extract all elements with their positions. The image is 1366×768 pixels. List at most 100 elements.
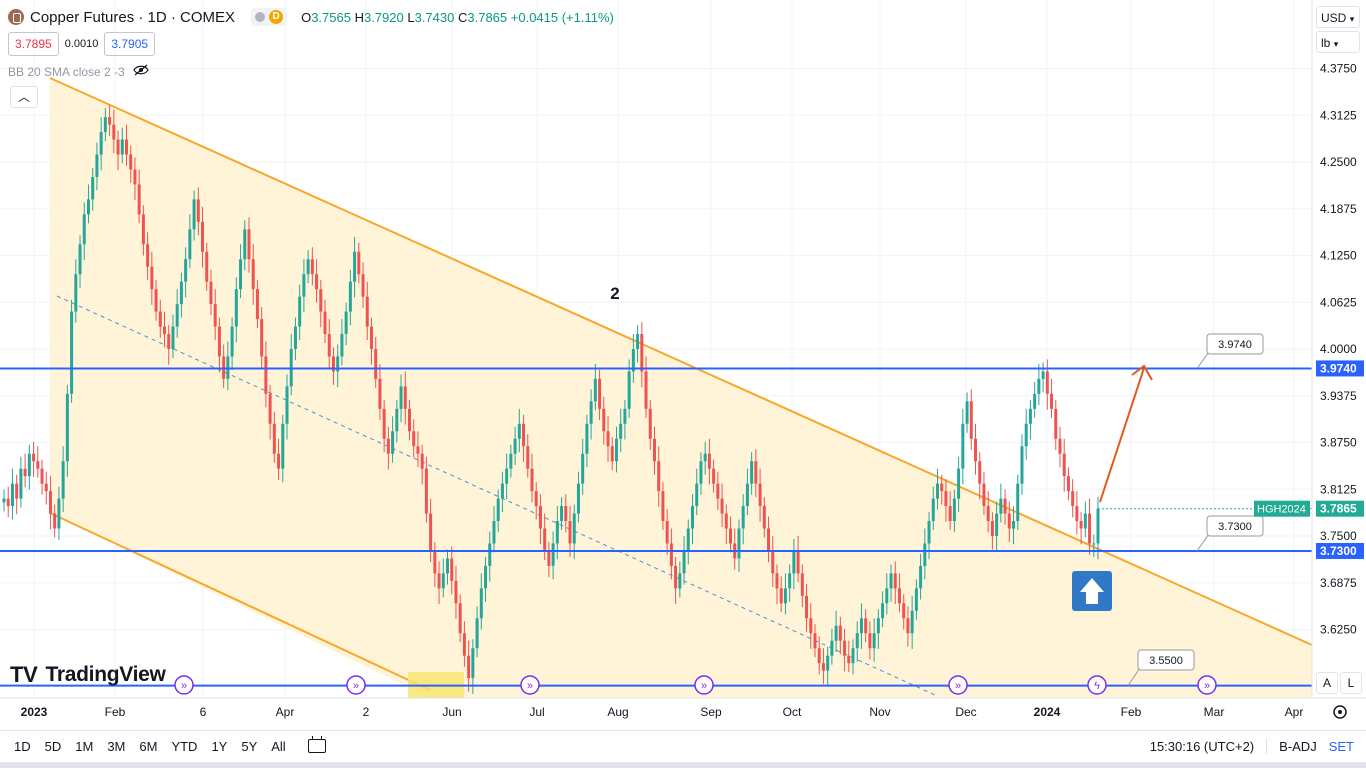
settlement-toggle[interactable]: SET <box>1328 738 1354 754</box>
eye-hidden-icon[interactable] <box>133 64 149 79</box>
candle-body <box>771 550 775 574</box>
price-change: +0.0415 (+1.11%) <box>510 9 614 25</box>
level-callout[interactable] <box>1206 333 1264 355</box>
gear-icon[interactable] <box>1333 705 1347 719</box>
candle-body <box>484 565 488 589</box>
time-axis-tick: Apr <box>1285 705 1304 719</box>
candle-body <box>1045 371 1049 394</box>
sell-price-button[interactable]: 3.7895 <box>8 32 59 56</box>
unit-select[interactable]: lb ▾ <box>1316 31 1360 53</box>
bid-ask-row: 3.7895 0.0010 3.7905 <box>8 32 156 56</box>
candle-body <box>1079 521 1083 529</box>
status-badges[interactable]: D <box>251 8 288 26</box>
event-marker-glyph: » <box>955 680 961 692</box>
candle-body <box>745 483 749 507</box>
level-callout[interactable] <box>1137 649 1195 671</box>
candle-body <box>32 453 36 462</box>
candle-body <box>48 491 52 514</box>
candle-body <box>1062 453 1066 477</box>
range-1d-button[interactable]: 1D <box>14 738 31 754</box>
candle-body <box>995 513 999 536</box>
currency-select[interactable]: USD ▾ <box>1316 6 1360 28</box>
candle-body <box>564 506 568 522</box>
candle-body <box>729 528 733 544</box>
symbol-title[interactable]: Copper Futures · 1D · COMEX <box>30 8 236 26</box>
candle-body <box>471 648 475 679</box>
range-6m-button[interactable]: 6M <box>139 738 158 754</box>
range-5y-button[interactable]: 5Y <box>241 738 258 754</box>
up-arrow-icon <box>1080 578 1104 604</box>
price-axis-tick: 4.1875 <box>1320 202 1357 216</box>
event-marker-icon[interactable] <box>346 675 366 695</box>
candle-body <box>2 498 6 503</box>
candle-body <box>15 483 19 499</box>
range-1m-button[interactable]: 1M <box>75 738 94 754</box>
candle-body <box>623 408 627 424</box>
level-callout[interactable] <box>1206 515 1264 537</box>
candle-body <box>133 169 137 185</box>
time-axis-tick: Jun <box>442 705 461 719</box>
candle-body <box>669 543 673 566</box>
event-marker-icon[interactable] <box>174 675 194 695</box>
event-marker-icon[interactable] <box>948 675 968 695</box>
candle-body <box>737 528 741 559</box>
candle-body <box>129 154 133 170</box>
buy-price-button[interactable]: 3.7905 <box>104 32 156 56</box>
candle-body <box>927 521 931 544</box>
collapse-legend-button[interactable]: ︿ <box>10 86 38 108</box>
candle-body <box>1033 393 1037 409</box>
event-marker-icon[interactable] <box>694 675 714 695</box>
log-scale-button[interactable]: L <box>1340 672 1362 694</box>
time-axis-tick: Sep <box>700 705 722 719</box>
candle-body <box>990 521 994 536</box>
price-axis-tick: 4.0625 <box>1320 295 1357 309</box>
candle-body <box>247 229 251 260</box>
range-5d-button[interactable]: 5D <box>44 738 62 754</box>
candle-body <box>277 453 281 469</box>
candle-body <box>682 550 686 574</box>
event-marker-icon[interactable] <box>520 675 540 695</box>
last-price-axis-label <box>1316 500 1364 517</box>
candle-body <box>614 438 618 462</box>
event-marker-icon[interactable] <box>1087 675 1107 695</box>
range-ytd-button[interactable]: YTD <box>171 738 198 754</box>
range-1y-button[interactable]: 1Y <box>211 738 228 754</box>
range-all-button[interactable]: All <box>271 738 286 754</box>
candle-body <box>340 334 344 357</box>
clock-timezone[interactable]: 15:30:16 (UTC+2) <box>1149 738 1255 754</box>
candle-body <box>264 356 268 394</box>
indicator-legend[interactable]: BB 20 SMA close 2 -3 <box>8 64 149 79</box>
candle-body <box>665 521 669 544</box>
candle-body <box>893 573 897 589</box>
calendar-icon[interactable] <box>307 736 326 753</box>
price-axis-tick: 4.3125 <box>1320 108 1357 122</box>
candle-body <box>800 573 804 596</box>
copper-symbol-icon <box>8 9 24 25</box>
auto-scale-button[interactable]: A <box>1316 672 1338 694</box>
candle-body <box>1096 508 1100 544</box>
candle-body <box>872 633 876 649</box>
chevron-up-icon: ︿ <box>17 90 30 104</box>
projection-arrow[interactable] <box>1099 367 1145 503</box>
range-3m-button[interactable]: 3M <box>107 738 126 754</box>
indicator-label: BB 20 SMA close 2 -3 <box>8 64 125 79</box>
candle-body <box>1012 521 1016 529</box>
candle-body <box>627 371 631 409</box>
time-axis-tick: Oct <box>783 705 802 719</box>
candle-body <box>391 431 395 454</box>
candle-body <box>188 229 192 260</box>
candle-body <box>978 461 982 484</box>
delayed-badge: D <box>269 10 284 24</box>
candle-body <box>838 625 842 641</box>
candle-body <box>986 506 990 522</box>
event-marker-icon[interactable] <box>1197 675 1217 695</box>
candle-body <box>741 506 745 529</box>
candle-body <box>437 573 441 589</box>
channel-midline[interactable] <box>56 295 936 696</box>
channel-lower-line[interactable] <box>49 512 431 691</box>
candle-body <box>146 244 150 267</box>
candle-body <box>407 408 411 432</box>
candle-body <box>1088 513 1092 544</box>
back-adjust-toggle[interactable]: B-ADJ <box>1279 738 1317 754</box>
